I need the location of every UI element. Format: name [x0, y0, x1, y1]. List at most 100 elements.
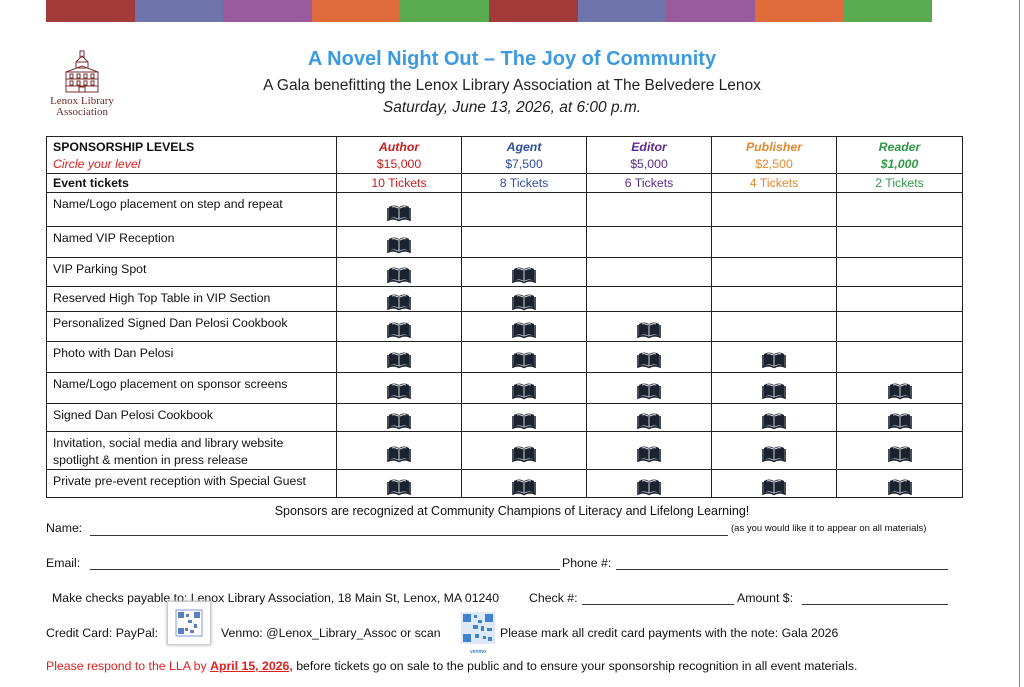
phone-field[interactable]: [616, 569, 948, 570]
benefit-cell: [586, 192, 712, 227]
benefit-cell: [461, 226, 587, 258]
benefit-cell: [836, 469, 963, 498]
paypal-qr-code[interactable]: [167, 601, 211, 645]
circle-note: Circle your level: [53, 157, 141, 171]
benefit-cell: [586, 372, 712, 404]
benefit-cell: [711, 226, 837, 258]
benefit-row: Named VIP Reception: [46, 226, 963, 258]
open-book-icon: [512, 352, 536, 369]
benefit-row: Personalized Signed Dan Pelosi Cookbook: [46, 311, 963, 342]
benefit-cell: [586, 431, 712, 470]
benefit-cell: [836, 226, 963, 258]
benefit-label: Signed Dan Pelosi Cookbook: [46, 403, 337, 432]
benefit-cell: [711, 431, 837, 470]
open-book-icon: [512, 413, 536, 429]
name-field[interactable]: [90, 535, 728, 536]
benefit-cell: [836, 403, 963, 432]
benefit-cell: [336, 469, 462, 498]
benefit-cell: [461, 257, 587, 287]
benefit-row: Photo with Dan Pelosi: [46, 341, 963, 373]
open-book-icon: [762, 446, 786, 462]
open-book-icon: [512, 322, 536, 338]
benefit-row: Reserved High Top Table in VIP Section: [46, 286, 963, 312]
tier-header-reader[interactable]: Reader $1,000: [836, 136, 963, 174]
benefit-cell: [461, 341, 587, 373]
tier-header-author[interactable]: Author $15,000: [336, 136, 462, 174]
open-book-icon: [637, 479, 661, 495]
color-strip-segment: [223, 0, 312, 22]
logo-text-line1: Lenox Library: [50, 95, 114, 107]
benefit-cell: [711, 341, 837, 373]
check-number-label: Check #:: [529, 591, 578, 605]
email-field[interactable]: [90, 569, 560, 570]
benefit-cell: [336, 286, 462, 312]
respond-pre: Please respond to the LLA by: [46, 659, 211, 673]
open-book-icon: [762, 352, 786, 369]
open-book-icon: [512, 479, 536, 495]
tier-header-agent[interactable]: Agent $7,500: [461, 136, 587, 174]
tier-header-editor[interactable]: Editor $5,000: [586, 136, 712, 174]
benefit-cell: [586, 341, 712, 373]
open-book-icon: [637, 322, 661, 338]
credit-card-label: Credit Card: PayPal:: [46, 626, 159, 640]
tier-tickets: 2 Tickets: [836, 173, 963, 193]
open-book-icon: [762, 413, 786, 429]
open-book-icon: [387, 294, 411, 311]
open-book-icon: [887, 479, 912, 495]
benefit-label: Name/Logo placement on step and repeat: [46, 192, 337, 227]
amount-field[interactable]: [802, 604, 948, 605]
benefit-cell: [711, 192, 837, 227]
benefit-cell: [586, 286, 712, 312]
benefit-label: Photo with Dan Pelosi: [46, 341, 337, 373]
benefit-label: Personalized Signed Dan Pelosi Cookbook: [46, 311, 337, 342]
open-book-icon: [887, 413, 912, 429]
benefit-cell: [586, 226, 712, 258]
benefit-cell: [336, 431, 462, 470]
color-strip-segment: [754, 0, 844, 22]
tier-tickets: 4 Tickets: [711, 173, 837, 193]
sponsorship-table: SPONSORSHIP LEVELS Circle your level Aut…: [46, 136, 963, 498]
benefit-cell: [461, 372, 587, 404]
open-book-icon: [637, 383, 661, 400]
benefit-cell: [586, 311, 712, 342]
open-book-icon: [387, 322, 411, 338]
open-book-icon: [887, 383, 912, 400]
benefit-row: Name/Logo placement on sponsor screens: [46, 372, 963, 404]
venmo-qr-code[interactable]: venmo: [461, 612, 495, 655]
open-book-icon: [762, 479, 786, 495]
open-book-icon: [637, 413, 661, 429]
venmo-qr-icon: [461, 612, 495, 644]
benefit-label: Private pre-event reception with Special…: [46, 469, 337, 498]
benefit-cell: [836, 372, 963, 404]
benefit-cell: [836, 192, 963, 227]
logo-text-line2: Association: [56, 106, 108, 118]
phone-label: Phone #:: [562, 556, 612, 570]
venmo-text: Venmo: @Lenox_Library_Assoc or scan: [221, 626, 441, 640]
benefit-cell: [461, 286, 587, 312]
benefit-cell: [836, 286, 963, 312]
benefit-row: Private pre-event reception with Special…: [46, 469, 963, 498]
tier-name: Editor: [631, 140, 667, 154]
benefit-cell: [461, 311, 587, 342]
event-date: Saturday, June 13, 2026, at 6:00 p.m.: [382, 99, 642, 116]
benefit-cell: [711, 403, 837, 432]
open-book-icon: [637, 352, 661, 369]
benefit-cell: [586, 403, 712, 432]
benefit-cell: [336, 257, 462, 287]
benefit-cell: [336, 311, 462, 342]
check-number-field[interactable]: [582, 604, 734, 605]
recognition-text: Sponsors are recognized at Community Cha…: [274, 504, 750, 518]
benefit-cell: [586, 257, 712, 287]
name-label: Name:: [46, 521, 83, 535]
open-book-icon: [387, 352, 411, 369]
benefit-cell: [836, 341, 963, 373]
tickets-heading: Event tickets: [46, 173, 337, 193]
benefit-cell: [336, 341, 462, 373]
tier-name: Reader: [878, 140, 921, 154]
benefit-cell: [836, 311, 963, 342]
tier-header-publisher[interactable]: Publisher $2,500: [711, 136, 837, 174]
benefit-cell: [711, 286, 837, 312]
color-strip: [46, 0, 932, 22]
color-strip-segment: [577, 0, 667, 22]
benefit-cell: [711, 469, 837, 498]
